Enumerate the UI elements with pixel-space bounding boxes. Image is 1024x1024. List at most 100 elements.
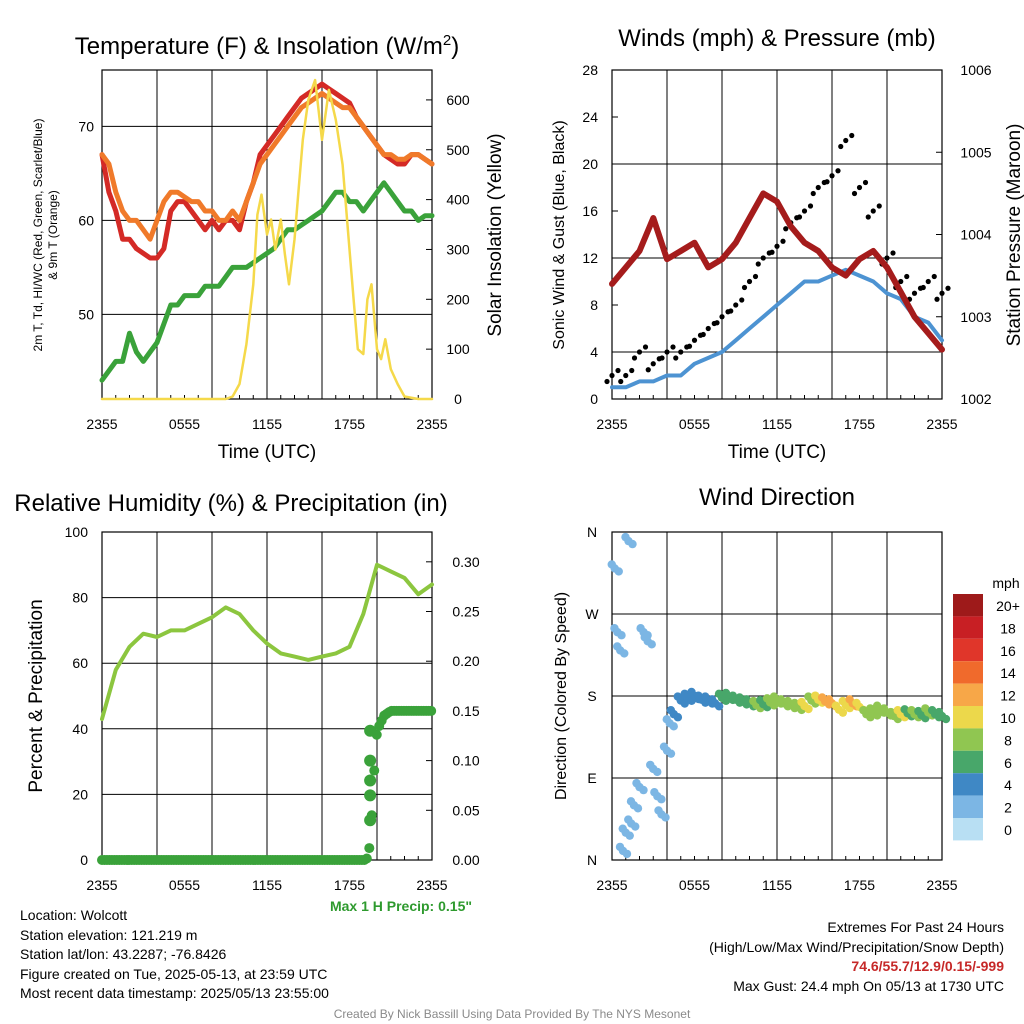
gust-point (670, 344, 676, 350)
rh-y2-tick-label: 0.00 (452, 852, 479, 868)
gust-point (755, 261, 761, 267)
gust-point (760, 255, 766, 261)
legend-swatch (953, 683, 983, 706)
station-latlon: Station lat/lon: 43.2287; -76.8426 (20, 946, 227, 962)
gust-point (623, 372, 629, 379)
direction-point (714, 702, 724, 711)
direction-point (804, 704, 813, 714)
gust-point (629, 367, 635, 374)
gust-point (829, 173, 835, 179)
gust-point (728, 308, 734, 314)
extremes-title: Extremes For Past 24 Hours (827, 919, 1004, 935)
legend-swatch (953, 773, 983, 796)
direction-point (647, 640, 656, 649)
precip-point (364, 774, 377, 787)
direction-point (654, 806, 663, 815)
direction-point (617, 631, 626, 640)
wind-chart-title: Winds (mph) & Pressure (mb) (618, 25, 935, 52)
direction-point (618, 824, 627, 833)
gust-point (739, 297, 745, 303)
temp-y-axis-label-1: 2m T, Td, HI/WC (Red, Green, Scarlet/Blu… (31, 119, 45, 352)
temp-y-tick-label: 70 (78, 118, 94, 134)
direction-point (838, 696, 847, 706)
direction-point (927, 706, 937, 715)
gust-point (931, 273, 937, 280)
wind-x-axis-label: Time (UTC) (728, 442, 827, 463)
direction-point (610, 624, 619, 633)
direction-point (866, 704, 875, 713)
gust-point (700, 331, 706, 338)
station-info: Location: Wolcott Station elevation: 121… (20, 906, 329, 1004)
direction-point (941, 714, 951, 724)
wind-series-pressure (609, 190, 945, 353)
gust-point (631, 355, 638, 361)
extremes-info: Extremes For Past 24 Hours (High/Low/Max… (709, 918, 1004, 996)
rh-x-tick-label: 2355 (416, 877, 447, 893)
direction-point (657, 795, 666, 804)
gust-point (920, 284, 926, 291)
precip-point (426, 705, 437, 716)
gust-point (783, 226, 789, 232)
temp-x-axis-label: Time (UTC) (218, 442, 317, 463)
direction-point (872, 701, 882, 710)
gust-point (678, 349, 684, 355)
legend-swatch (953, 661, 983, 684)
wind-x-tick-label: 1155 (762, 416, 792, 432)
rh-y2-tick-label: 0.25 (452, 604, 479, 620)
gust-point (609, 372, 615, 379)
direction-point (721, 688, 731, 698)
gust-point (604, 378, 610, 385)
wind-x-tick-label: 2355 (926, 416, 957, 432)
legend-swatch (953, 818, 983, 841)
legend-swatch (953, 638, 983, 662)
wind-y2-tick-label: 1003 (960, 309, 991, 325)
direction-point (673, 713, 683, 722)
wind-y2-tick-label: 1005 (960, 144, 991, 160)
direction-point (921, 704, 930, 713)
recent-timestamp: Most recent data timestamp: 2025/05/13 2… (20, 985, 329, 1001)
rh-x-tick-label: 1755 (334, 877, 365, 893)
legend-label: 14 (1000, 665, 1016, 681)
direction-point (776, 695, 786, 704)
direction-point (666, 749, 676, 758)
direction-point (625, 831, 634, 840)
gust-point (865, 214, 871, 220)
dir-y-tick-label: W (585, 606, 599, 622)
temp-y-tick-label: 50 (78, 306, 94, 322)
legend-label: 2 (1004, 800, 1012, 816)
direction-point (621, 532, 630, 542)
direction-point (859, 706, 868, 715)
legend-label: 20+ (996, 598, 1020, 614)
temp-x-tick-label: 2355 (416, 416, 447, 432)
rh-x-tick-label: 1155 (252, 877, 282, 893)
rh-y2-tick-label: 0.05 (452, 802, 479, 818)
direction-point (624, 815, 633, 824)
gust-point (705, 325, 711, 332)
dir-chart-title: Wind Direction (699, 484, 855, 511)
direction-point (735, 693, 744, 702)
station-location: Location: Wolcott (20, 907, 128, 923)
legend-label: 16 (1000, 643, 1016, 659)
temp-y2-tick-label: 100 (446, 341, 470, 357)
precip-point (364, 843, 375, 854)
wind-y-tick-label: 24 (582, 109, 598, 125)
legend-label: 0 (1004, 822, 1012, 838)
gust-point (796, 214, 803, 220)
direction-point (632, 778, 641, 788)
rh-y-tick-label: 0 (80, 852, 88, 868)
dir-x-tick-label: 0555 (679, 877, 710, 893)
direction-point (613, 642, 622, 651)
gust-point (746, 278, 753, 285)
direction-point (742, 695, 751, 704)
wind-y2-axis-label: Station Pressure (Maroon) (1004, 124, 1024, 347)
wind-series-sonic (610, 267, 944, 390)
temp-x-tick-label: 2355 (86, 416, 117, 432)
gust-point (835, 168, 841, 174)
direction-point (900, 705, 909, 714)
gust-point (870, 208, 876, 214)
direction-point (728, 691, 737, 700)
temp-y-tick-label: 60 (78, 212, 94, 228)
direction-point (628, 539, 637, 549)
dir-y-axis-label: Direction (Colored By Speed) (553, 592, 570, 800)
direction-point (659, 742, 669, 751)
